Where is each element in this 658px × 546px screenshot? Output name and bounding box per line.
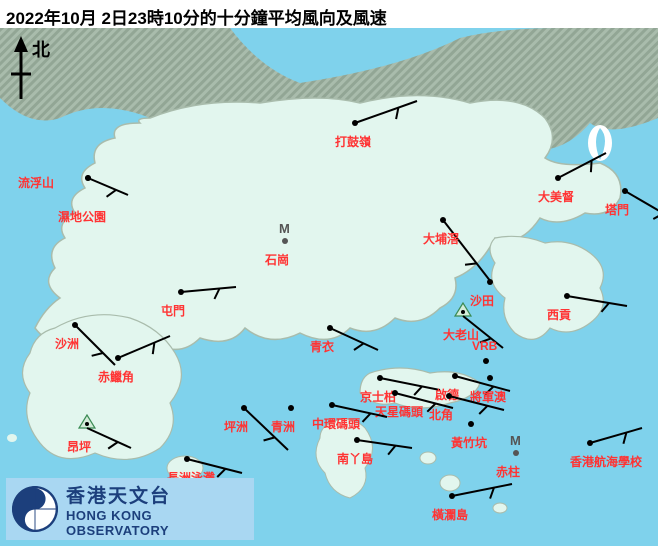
station-label-5[interactable]: 塔門 bbox=[605, 201, 629, 218]
station-dot-marker-2 bbox=[85, 175, 91, 181]
north-label: 北 bbox=[32, 36, 50, 62]
station-dot-marker-7 bbox=[487, 279, 493, 285]
hko-logo-text: 香港天文台 HONG KONG OBSERVATORY bbox=[66, 481, 254, 538]
station-dot-marker-19 bbox=[487, 375, 493, 381]
north-arrow-icon: 北 bbox=[6, 34, 66, 104]
station-dot-marker-29 bbox=[513, 450, 519, 456]
wind-barb-1 bbox=[78, 168, 138, 205]
station-label-10[interactable]: 赤鱲角 bbox=[98, 368, 134, 385]
station-label-9[interactable]: 沙洲 bbox=[55, 335, 79, 352]
wind-barb-4 bbox=[548, 143, 616, 188]
station-label-8[interactable]: 屯門 bbox=[161, 302, 185, 319]
hko-logo: 香港天文台 HONG KONG OBSERVATORY bbox=[6, 478, 254, 540]
station-dot-marker-24 bbox=[468, 421, 474, 427]
station-label-26[interactable]: 香港航海學校 bbox=[570, 453, 642, 470]
hko-logo-icon bbox=[12, 486, 58, 532]
station-label-6[interactable]: 大埔滘 bbox=[423, 230, 459, 247]
station-label-15[interactable]: 西貢 bbox=[547, 306, 571, 323]
hko-logo-en: HONG KONG OBSERVATORY bbox=[66, 508, 254, 538]
map-canvas: 北 打鼓嶺 流浮山 濕地公園 M 石崗 大美督 塔門 大埔滘 沙田 屯門 沙洲 赤鱲角 … bbox=[0, 28, 658, 546]
station-m-label-3: M bbox=[279, 221, 290, 236]
station-label-25[interactable]: 南丫島 bbox=[337, 450, 373, 467]
station-dot-marker-18 bbox=[483, 358, 489, 364]
wind-barb-8 bbox=[171, 277, 246, 302]
wind-barb-10 bbox=[108, 326, 180, 368]
station-label-4[interactable]: 大美督 bbox=[538, 188, 574, 205]
station-label-21[interactable]: 北角 bbox=[429, 406, 453, 423]
station-label-2[interactable]: 濕地公園 bbox=[58, 208, 106, 225]
station-label-3[interactable]: 石崗 bbox=[265, 251, 289, 268]
wind-barb-0 bbox=[345, 91, 427, 133]
wind-barb-26 bbox=[580, 418, 652, 453]
station-label-0[interactable]: 打鼓嶺 bbox=[335, 133, 371, 150]
station-label-24[interactable]: 黃竹坑 bbox=[451, 434, 487, 451]
hko-logo-cn: 香港天文台 bbox=[66, 481, 254, 508]
page-title: 2022年10月 2日23時10分的十分鐘平均風向及風速 bbox=[6, 4, 387, 29]
station-dot-marker-3 bbox=[282, 238, 288, 244]
station-label-18[interactable]: VRB bbox=[472, 339, 497, 353]
station-m-label-29: M bbox=[510, 433, 521, 448]
wind-map-app: 2022年10月 2日23時10分的十分鐘平均風向及風速 bbox=[0, 0, 658, 546]
station-label-13[interactable]: 青衣 bbox=[310, 338, 334, 355]
station-label-1[interactable]: 流浮山 bbox=[18, 174, 54, 191]
station-label-30[interactable]: 橫瀾島 bbox=[432, 506, 468, 523]
station-label-12[interactable]: 昂坪 bbox=[67, 438, 91, 455]
station-dot-marker-22 bbox=[288, 405, 294, 411]
station-label-11[interactable]: 坪洲 bbox=[224, 418, 248, 435]
station-label-22[interactable]: 青洲 bbox=[271, 418, 295, 435]
wind-barb-30 bbox=[442, 474, 522, 506]
